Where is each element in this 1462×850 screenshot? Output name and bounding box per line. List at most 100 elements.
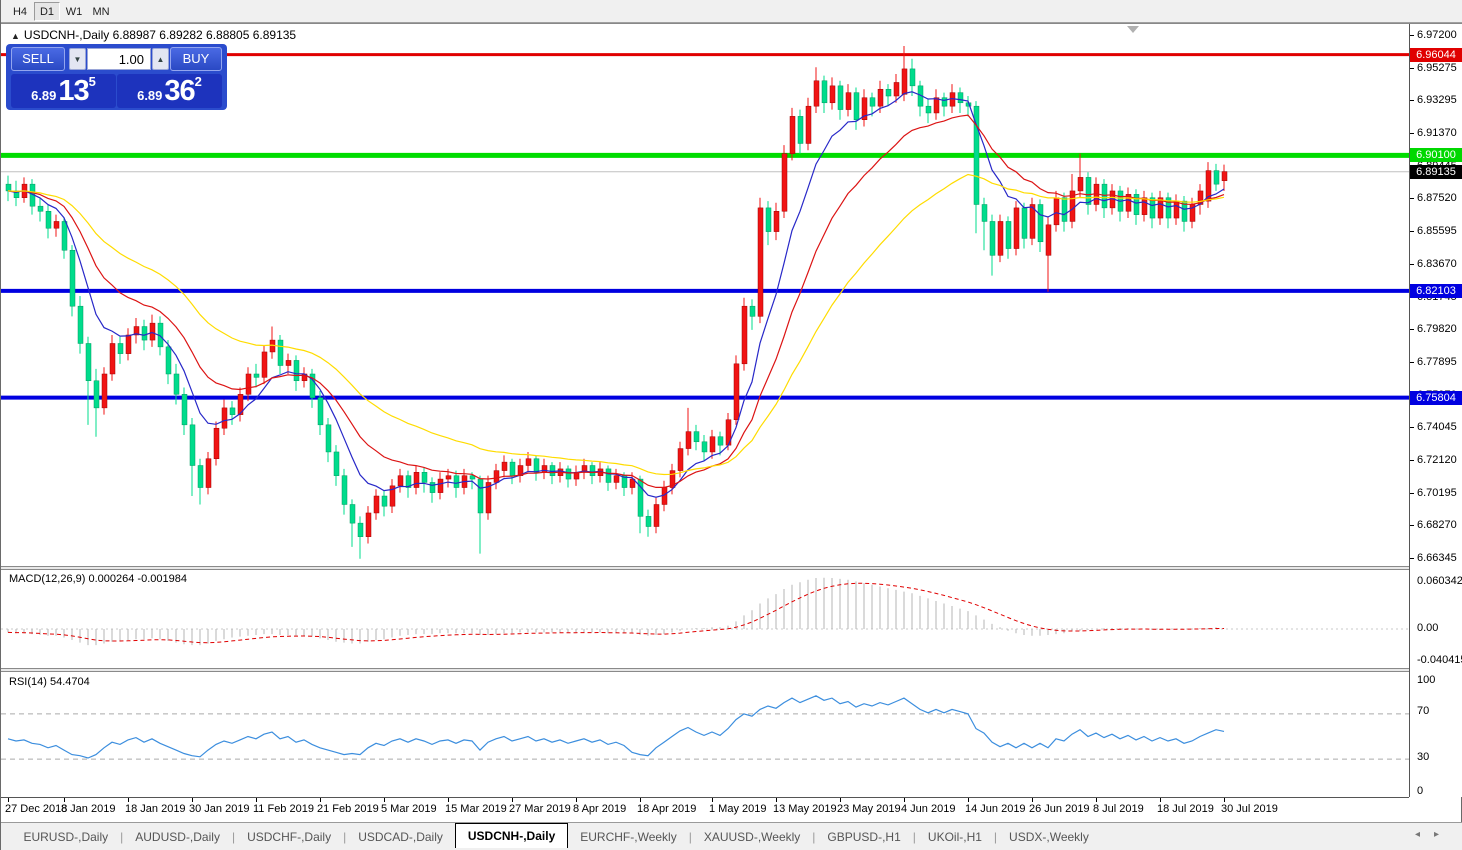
candle-body [125, 334, 132, 354]
candle-body [933, 97, 940, 114]
candle-body [805, 105, 812, 144]
candle-body [109, 343, 116, 375]
candle-body [1133, 194, 1140, 215]
timeframe-button-d1[interactable]: D1 [34, 2, 60, 21]
timeframe-button-h4[interactable]: H4 [7, 2, 33, 21]
price-level-label: 6.89135 [1410, 164, 1462, 179]
date-tick-mark [1096, 798, 1097, 802]
date-label: 26 Jun 2019 [1029, 803, 1090, 815]
candle-body [93, 380, 100, 409]
price-tick-mark [1410, 100, 1414, 102]
candle-body [541, 465, 548, 473]
timeframe-button-mn[interactable]: MN [88, 2, 114, 21]
candle-body [349, 504, 356, 524]
buy-price-tile[interactable]: 6.89 36 2 [117, 74, 222, 108]
sell-price-pip: 5 [88, 74, 96, 89]
candle-body [205, 458, 212, 488]
main-chart-pane[interactable] [1, 24, 1409, 566]
collapse-triangle-icon[interactable]: ▲ [11, 31, 20, 41]
candle-body [413, 472, 420, 488]
candle-body [1021, 207, 1028, 239]
price-tick-mark [1410, 67, 1414, 69]
candle-body [357, 522, 364, 537]
date-tick-mark [904, 798, 905, 802]
price-tick-mark [1410, 231, 1414, 233]
ma-mid-line [7, 114, 1225, 488]
candle-body [245, 373, 252, 395]
candle-body [165, 346, 172, 375]
candle-body [1181, 200, 1188, 222]
candle-body [637, 478, 644, 517]
price-tick-label: 6.70195 [1417, 486, 1457, 499]
price-axis: 6.972006.952756.932956.913706.894456.875… [1410, 24, 1462, 797]
chart-tab-usdchf-daily[interactable]: USDCHF-,Daily [247, 830, 332, 844]
chart-tab-xauusd-weekly[interactable]: XAUUSD-,Weekly [703, 830, 801, 844]
date-label: 18 Apr 2019 [637, 803, 697, 815]
tab-scroll-left-icon[interactable]: ◂ [1414, 829, 1434, 840]
date-tick-mark [128, 798, 129, 802]
volume-input[interactable]: 1.00 [87, 48, 151, 70]
candle-body [429, 482, 436, 493]
candle-body [189, 424, 196, 466]
buy-button[interactable]: BUY [170, 47, 222, 71]
price-level-label: 6.90100 [1410, 148, 1462, 163]
candle-body [493, 470, 500, 483]
candle-body [1205, 170, 1212, 202]
candle-body [733, 363, 740, 420]
chart-tab-audusd-daily[interactable]: AUDUSD-,Daily [135, 830, 220, 844]
candle-body [173, 373, 180, 395]
tab-scroll-arrows[interactable]: ◂▸ [1415, 829, 1453, 840]
rsi-svg [1, 695, 1409, 760]
candle-body [845, 92, 852, 110]
price-tick-mark [1410, 459, 1414, 461]
price-tick-mark [1410, 558, 1414, 560]
macd-indicator-pane[interactable] [1, 570, 1409, 668]
chart-tab-eurusd-daily[interactable]: EURUSD-,Daily [23, 830, 109, 844]
volume-increase-button[interactable]: ▲ [152, 48, 169, 70]
macd-axis-label: 0.060342 [1417, 575, 1462, 587]
date-label: 8 Jan 2019 [61, 803, 116, 815]
candle-body [221, 407, 228, 429]
pane-splitter[interactable] [1, 668, 1462, 672]
chart-tab-ukoil-h1[interactable]: UKOil-,H1 [927, 830, 982, 844]
rsi-axis-label: 0 [1417, 785, 1424, 797]
chart-tab-eurchf-weekly[interactable]: EURCHF-,Weekly [580, 830, 677, 844]
candle-body [237, 394, 244, 415]
chart-tab-usdcad-daily[interactable]: USDCAD-,Daily [358, 830, 443, 844]
candle-body [549, 465, 556, 476]
candle-body [989, 221, 996, 256]
rsi-indicator-pane[interactable] [1, 672, 1409, 795]
sell-price-tile[interactable]: 6.89 13 5 [11, 74, 116, 108]
macd-svg [1, 577, 1409, 646]
candle-body [229, 407, 236, 415]
candle-body [277, 339, 284, 366]
price-tick-label: 6.79820 [1417, 323, 1457, 336]
date-label: 13 May 2019 [773, 803, 837, 815]
volume-decrease-button[interactable]: ▼ [69, 48, 86, 70]
date-label: 4 Jun 2019 [901, 803, 956, 815]
date-label: 8 Apr 2019 [573, 803, 627, 815]
candle-body [1029, 204, 1036, 239]
date-axis: 27 Dec 2018 8 Jan 2019 18 Jan 2019 30 Jan 2… [1, 797, 1409, 822]
candle-body [133, 326, 140, 336]
candle-body [437, 478, 444, 493]
candle-body [701, 441, 708, 453]
date-label: 11 Feb 2019 [253, 803, 314, 815]
candle-body [381, 495, 388, 507]
candle-body [397, 475, 404, 487]
buy-price-main: 36 [164, 75, 195, 107]
price-level-label: 6.96044 [1410, 47, 1462, 62]
candle-body [877, 88, 884, 107]
price-level-label: 6.75804 [1410, 390, 1462, 405]
tab-scroll-right-icon[interactable]: ▸ [1433, 829, 1453, 840]
rsi-label: RSI(14) 54.4704 [9, 676, 90, 688]
chart-tab-gbpusd-h1[interactable]: GBPUSD-,H1 [827, 830, 901, 844]
date-tick-mark [1160, 798, 1161, 802]
chart-tab-usdx-weekly[interactable]: USDX-,Weekly [1009, 830, 1089, 844]
chart-tab-usdcnh-daily[interactable]: USDCNH-,Daily [454, 823, 569, 848]
sell-button[interactable]: SELL [11, 47, 65, 71]
timeframe-button-w1[interactable]: W1 [61, 2, 87, 21]
date-tick-mark [320, 798, 321, 802]
pane-splitter[interactable] [1, 566, 1462, 570]
